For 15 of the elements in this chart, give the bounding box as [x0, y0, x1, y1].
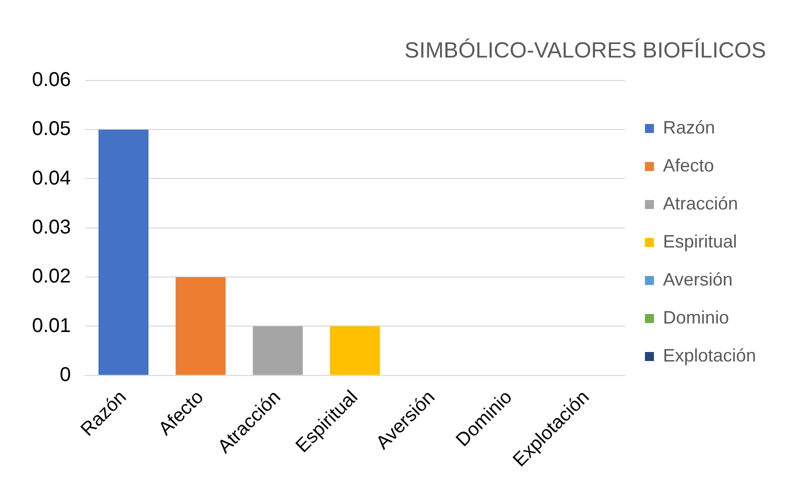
legend-label: Atracción: [662, 193, 738, 214]
legend-label: Aversión: [662, 269, 733, 290]
y-tick-label: 0.04: [32, 167, 71, 190]
legend-label: Espiritual: [662, 231, 737, 252]
y-tick-label: 0.03: [32, 216, 71, 238]
y-tick-label: 0.06: [32, 68, 71, 91]
legend-label: Razón: [662, 117, 715, 138]
y-tick-label: 0.05: [32, 118, 71, 140]
y-tick-label: 0.01: [32, 314, 71, 337]
legend-label: Explotación: [662, 345, 756, 366]
legend-label: Afecto: [662, 155, 714, 176]
legend-label: Dominio: [662, 307, 729, 328]
chart-title: SIMBÓLICO-VALORES BIOFÍLICOS: [404, 37, 766, 62]
y-tick-label: 0.02: [32, 266, 71, 288]
y-tick-label: 0: [60, 364, 71, 386]
